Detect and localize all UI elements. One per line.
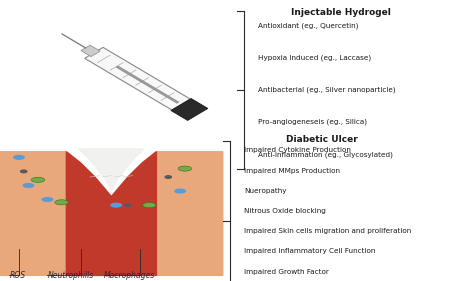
Polygon shape xyxy=(66,152,156,275)
Ellipse shape xyxy=(179,167,191,171)
Text: Injectable Hydrogel: Injectable Hydrogel xyxy=(292,8,391,17)
Text: ROS: ROS xyxy=(9,271,26,280)
Text: Antioxidant (eg., Quercetin): Antioxidant (eg., Quercetin) xyxy=(258,22,359,29)
Text: Antibacterial (eg., Silver nanoparticle): Antibacterial (eg., Silver nanoparticle) xyxy=(258,87,396,93)
Text: Impaired Skin cells migration and proliferation: Impaired Skin cells migration and prolif… xyxy=(244,228,411,234)
Polygon shape xyxy=(116,66,179,103)
Text: Hypoxia Induced (eg., Laccase): Hypoxia Induced (eg., Laccase) xyxy=(258,54,372,61)
Polygon shape xyxy=(0,152,223,275)
Polygon shape xyxy=(171,99,208,121)
Polygon shape xyxy=(78,149,145,191)
Ellipse shape xyxy=(42,198,53,201)
Ellipse shape xyxy=(111,203,121,207)
Polygon shape xyxy=(81,45,100,56)
Text: Pro-angiogeneseis (eg., Silica): Pro-angiogeneseis (eg., Silica) xyxy=(258,119,367,126)
Text: Nueropathy: Nueropathy xyxy=(244,188,287,194)
Ellipse shape xyxy=(32,178,44,182)
Ellipse shape xyxy=(56,200,67,204)
Ellipse shape xyxy=(14,156,24,159)
Ellipse shape xyxy=(165,176,172,178)
Text: Anti-inflammation (eg., Glycosylated): Anti-inflammation (eg., Glycosylated) xyxy=(258,151,393,158)
Ellipse shape xyxy=(144,203,155,207)
Polygon shape xyxy=(85,47,190,110)
Text: Impaired MMps Production: Impaired MMps Production xyxy=(244,167,340,174)
Text: Neutrophills: Neutrophills xyxy=(47,271,94,280)
Text: Nitrous Oxide blocking: Nitrous Oxide blocking xyxy=(244,208,326,214)
Text: Impaired Growth Factor: Impaired Growth Factor xyxy=(244,269,329,275)
Text: Diabetic Ulcer: Diabetic Ulcer xyxy=(286,135,358,144)
Ellipse shape xyxy=(23,184,34,187)
Text: Macrophages: Macrophages xyxy=(104,271,155,280)
Text: Impaired Cytokine Production: Impaired Cytokine Production xyxy=(244,147,351,153)
Ellipse shape xyxy=(125,204,131,206)
Ellipse shape xyxy=(175,189,185,193)
Ellipse shape xyxy=(21,170,27,173)
Text: Impaired Inflammatory Cell Function: Impaired Inflammatory Cell Function xyxy=(244,248,375,255)
